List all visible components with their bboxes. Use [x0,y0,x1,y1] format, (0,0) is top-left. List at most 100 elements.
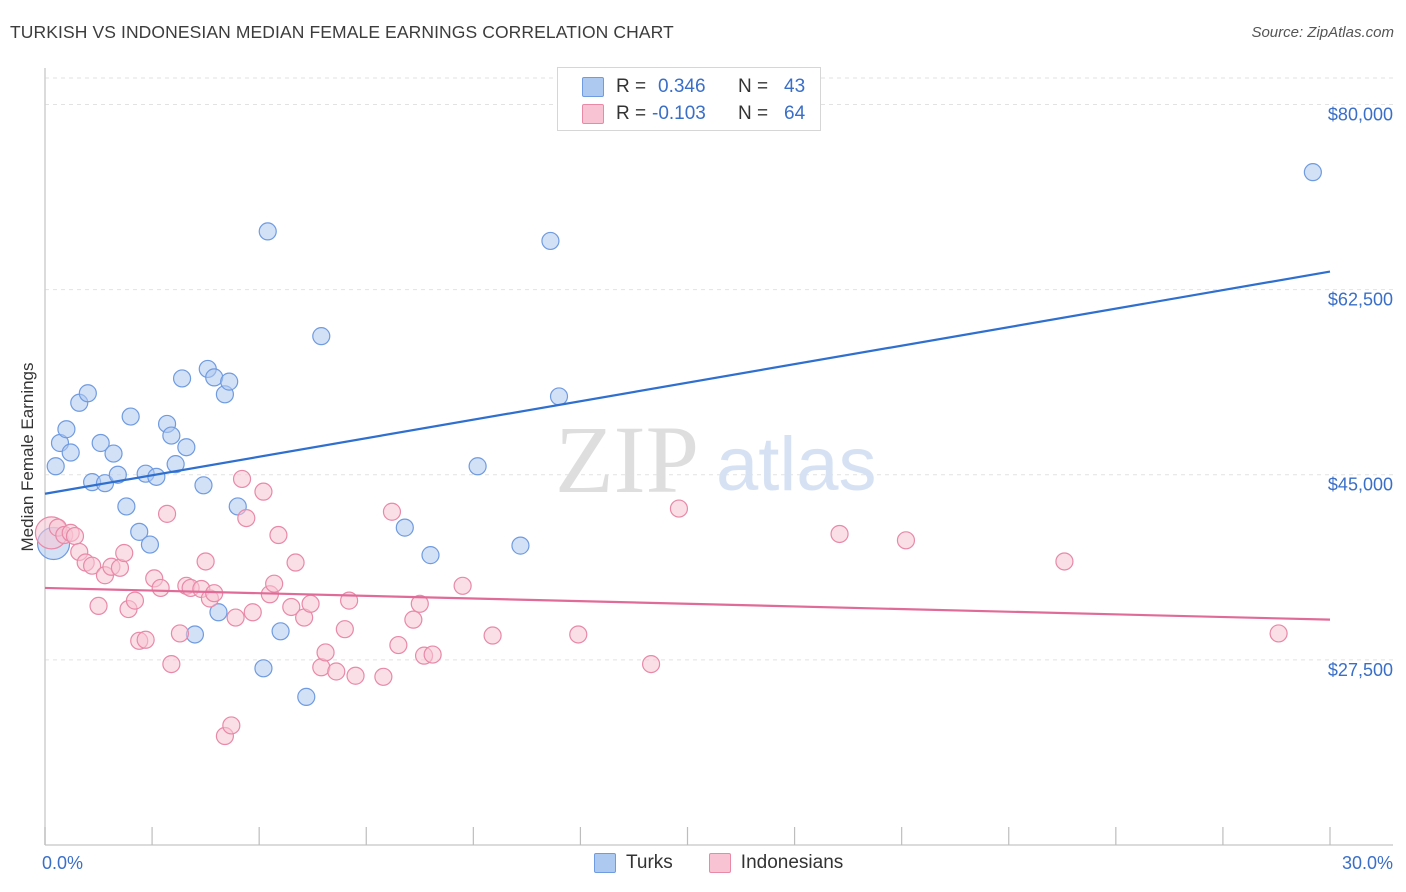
legend-label-indonesians: Indonesians [740,852,844,873]
watermark-atlas: atlas [716,422,877,507]
turks-point[interactable] [1303,163,1322,182]
indonesians-point[interactable] [269,525,288,545]
turks-point[interactable] [297,687,316,706]
turks-point[interactable] [395,518,414,537]
turks-point[interactable] [121,407,140,426]
indonesians-point[interactable] [157,504,177,523]
legend-item-turks[interactable]: Turks [594,852,673,874]
indonesians-point[interactable] [83,556,102,575]
indonesians-point[interactable] [335,620,354,639]
indonesians-point[interactable] [569,625,588,644]
turks-point[interactable] [194,476,213,495]
n-label: N = [738,76,769,97]
indonesians-point[interactable] [151,578,170,598]
indonesians-point[interactable] [125,591,145,610]
turks-point[interactable] [140,535,160,554]
turks-point[interactable] [172,369,192,388]
turks-point[interactable] [421,546,440,565]
chart-title: TURKISH VS INDONESIAN MEDIAN FEMALE EARN… [10,22,674,42]
turks-point[interactable] [166,455,185,474]
indonesians-point[interactable] [196,552,215,571]
correlation-legend: R = 0.346 N = 43 R = -0.103 N = 64 [557,67,821,131]
indonesians-point[interactable] [830,524,849,544]
turks-point[interactable] [209,603,228,622]
y-tick-label: $27,500 [1328,660,1393,680]
indonesians-point[interactable] [286,553,305,572]
turks-point[interactable] [549,387,569,406]
turks-point[interactable] [185,625,205,644]
trend-layer [44,270,1331,621]
indonesians-point[interactable] [170,624,190,643]
indonesians-point[interactable] [243,603,262,622]
turks-point[interactable] [130,522,149,541]
turks-point[interactable] [147,467,166,486]
turks-point[interactable] [468,457,487,476]
turks-point[interactable] [177,438,196,457]
turks-point[interactable] [46,457,65,476]
turks-point[interactable] [91,433,110,453]
indonesians-point[interactable] [282,597,301,617]
indonesians-swatch-icon [582,104,604,124]
r-label: R = [616,76,647,97]
indonesians-point[interactable] [226,608,245,627]
indonesians-point[interactable] [162,654,181,674]
turks-point[interactable] [541,231,560,251]
indonesians-point[interactable] [1055,552,1074,571]
turks-trend-line [44,270,1331,495]
indonesians-point[interactable] [389,635,408,655]
turks-point[interactable] [57,420,76,439]
indonesians-point[interactable] [483,626,502,645]
indonesians-point[interactable] [669,499,689,518]
legend-item-indonesians[interactable]: Indonesians [708,852,844,874]
indonesians-swatch-icon [708,853,731,873]
indonesians-point[interactable] [641,654,661,674]
indonesians-point[interactable] [254,482,273,501]
y-tick-label: $80,000 [1328,104,1393,124]
turks-point[interactable] [205,368,224,387]
legend-label-turks: Turks [626,852,673,873]
series-legend: Turks Indonesians [594,852,879,874]
indonesians-point[interactable] [265,574,284,593]
watermark-layer: ZIP atlas [555,406,877,513]
points-layer [34,163,1322,746]
turks-point[interactable] [104,444,123,463]
turks-point[interactable] [220,372,239,391]
indonesians-point[interactable] [374,667,393,686]
indonesians-point[interactable] [896,531,916,550]
indonesians-point[interactable] [327,662,346,681]
indonesians-point[interactable] [89,596,108,616]
indonesians-point[interactable] [301,594,320,613]
turks-point[interactable] [254,659,273,678]
turks-swatch-icon [594,853,616,873]
turks-point[interactable] [511,536,530,555]
x-tick-label: 0.0% [42,853,83,873]
indonesians-point[interactable] [1269,624,1288,643]
turks-point[interactable] [78,384,97,403]
turks-point[interactable] [162,426,181,445]
turks-point[interactable] [271,622,290,641]
indonesians-point[interactable] [423,645,442,664]
indonesians-point[interactable] [115,543,134,563]
indonesians-point[interactable] [404,610,423,629]
indonesians-point[interactable] [65,526,85,546]
indonesians-point[interactable] [346,666,365,685]
label-layer: $27,500 $45,000 $62,500 $80,000 0.0% 30.0% Med… [18,104,1393,873]
turks-point[interactable] [117,497,136,516]
indonesians-point[interactable] [316,643,335,662]
grid-layer [45,77,1393,661]
indonesians-trend-line [44,586,1331,621]
turks-point[interactable] [61,443,80,462]
turks-point[interactable] [312,327,331,346]
x-tick-label: 30.0% [1342,853,1393,873]
turks-point[interactable] [108,465,127,484]
indonesians-point[interactable] [453,576,472,595]
indonesians-point[interactable] [382,502,402,521]
legend-row-indonesians: R = -0.103 N = 64 [582,102,805,126]
indonesians-point[interactable] [222,716,241,735]
indonesians-point[interactable] [136,630,155,649]
indonesians-point[interactable] [237,508,256,528]
indonesians-point[interactable] [232,469,252,489]
turks-point[interactable] [258,222,277,241]
indonesians-point[interactable] [410,594,429,613]
